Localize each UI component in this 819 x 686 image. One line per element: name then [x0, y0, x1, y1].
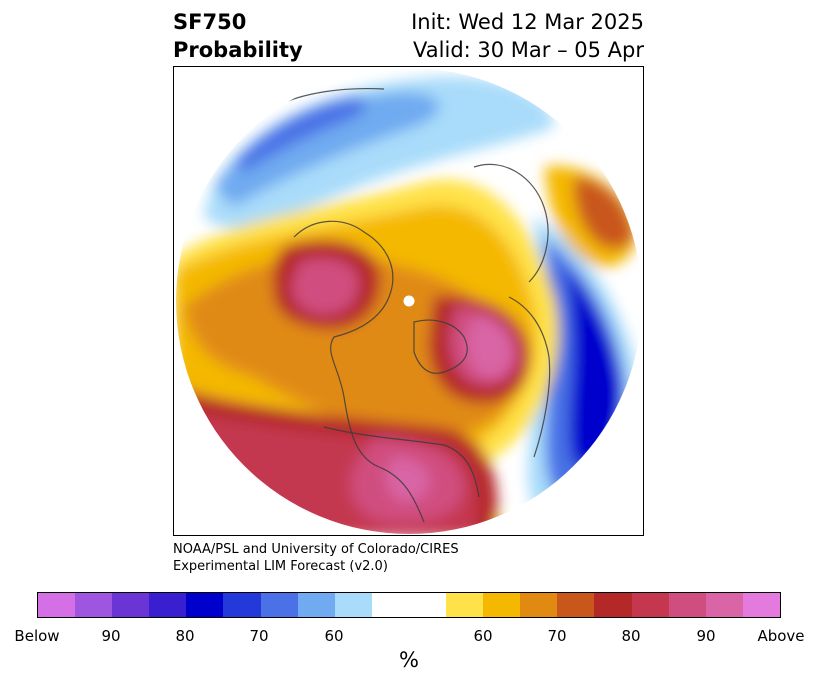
- map-panel: [173, 66, 644, 536]
- colorbar-swatch: [186, 593, 224, 617]
- colorbar-tick-label: 60: [324, 627, 344, 645]
- probability-map: [176, 68, 642, 534]
- colorbar-swatch: [557, 593, 595, 617]
- colorbar-swatch: [334, 593, 372, 617]
- colorbar-swatch: [408, 593, 447, 617]
- colorbar-swatch: [260, 593, 298, 617]
- colorbar-tick-label: 90: [101, 627, 121, 645]
- valid-date: Valid: 30 Mar – 05 Apr: [413, 38, 644, 62]
- forecast-dates: Init: Wed 12 Mar 2025 Valid: 30 Mar – 05…: [411, 8, 644, 64]
- title-variable: SF750: [173, 10, 247, 34]
- colorbar-tick-label: 60: [473, 627, 493, 645]
- init-date: Init: Wed 12 Mar 2025: [411, 10, 644, 34]
- forecast-field: [176, 68, 642, 534]
- colorbar-tick-label: 70: [249, 627, 269, 645]
- colorbar-tick-label: Below: [14, 627, 60, 645]
- pole-marker: [403, 295, 415, 307]
- colorbar-tick-label: 70: [547, 627, 567, 645]
- colorbar-tick-label: 80: [621, 627, 641, 645]
- colorbar-unit: %: [399, 648, 419, 672]
- colorbar-swatch: [631, 593, 669, 617]
- colorbar-swatch: [483, 593, 521, 617]
- credit-line-1: NOAA/PSL and University of Colorado/CIRE…: [173, 542, 459, 557]
- colorbar-tick-label: 90: [696, 627, 716, 645]
- colorbar-swatch: [371, 593, 409, 617]
- coastlines: [273, 88, 551, 523]
- credit-text: NOAA/PSL and University of Colorado/CIRE…: [173, 541, 459, 575]
- colorbar-swatch: [75, 593, 113, 617]
- credit-line-2: Experimental LIM Forecast (v2.0): [173, 559, 388, 574]
- colorbar-swatch: [297, 593, 335, 617]
- map-title: SF750 Probability: [173, 8, 303, 64]
- colorbar-swatch: [705, 593, 743, 617]
- colorbar-swatch: [668, 593, 706, 617]
- colorbar-swatch: [594, 593, 632, 617]
- colorbar-swatch: [223, 593, 261, 617]
- colorbar-swatch: [742, 593, 780, 617]
- colorbar: [37, 592, 781, 618]
- colorbar-tick-label: 80: [175, 627, 195, 645]
- colorbar-swatch: [112, 593, 150, 617]
- colorbar-tick-label: Above: [757, 627, 805, 645]
- colorbar-swatch: [38, 593, 76, 617]
- colorbar-swatch: [520, 593, 558, 617]
- colorbar-swatch: [446, 593, 484, 617]
- title-type: Probability: [173, 38, 303, 62]
- colorbar-swatch: [149, 593, 187, 617]
